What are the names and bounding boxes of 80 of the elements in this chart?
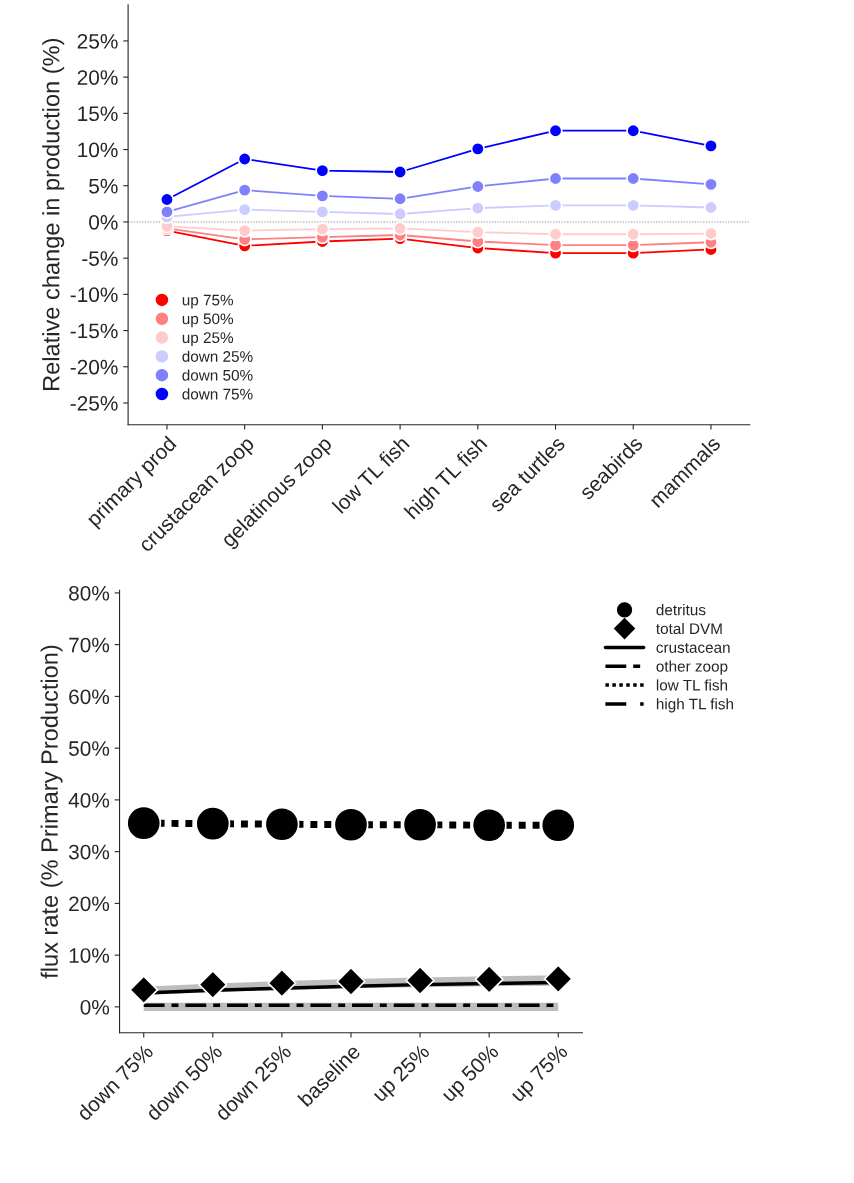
y-tick-label: 10% — [69, 948, 110, 963]
legend-label: high TL fish — [656, 698, 733, 713]
y-tick-label: 15% — [78, 106, 118, 122]
point — [129, 975, 159, 1005]
point — [237, 202, 252, 217]
point — [548, 227, 563, 242]
legend-label: detritus — [656, 604, 706, 616]
y-tick-label: 30% — [68, 844, 110, 860]
y-tick-label: 40% — [68, 792, 110, 808]
point — [703, 226, 719, 241]
x-tick-label: up 50% — [440, 1043, 503, 1106]
point — [703, 200, 719, 215]
point — [626, 227, 641, 242]
point — [264, 806, 300, 842]
point — [315, 188, 330, 203]
legend-label: down 75% — [182, 388, 253, 400]
x-tick-label: up 75% — [509, 1043, 572, 1106]
point — [626, 198, 641, 213]
legend-label: down 25% — [182, 350, 253, 362]
point — [126, 805, 162, 841]
point — [195, 806, 231, 842]
y-tick-label: 5% — [89, 178, 118, 194]
point — [393, 164, 408, 180]
legend-label: crustacean — [656, 642, 730, 653]
point — [315, 163, 330, 178]
y-tick-label: 50% — [68, 741, 110, 756]
point — [540, 807, 576, 843]
point — [405, 965, 435, 996]
point — [543, 964, 573, 994]
point — [333, 807, 369, 843]
point — [470, 201, 485, 216]
y-tick-label: 20% — [69, 896, 110, 912]
point — [626, 171, 641, 186]
point — [470, 179, 485, 194]
point — [393, 221, 408, 236]
y-tick-label: 25% — [77, 33, 118, 49]
y-tick-label: 0% — [89, 214, 118, 230]
point — [471, 807, 507, 843]
y-tick-label: 0% — [80, 999, 110, 1015]
legend-label: up 75% — [182, 294, 234, 309]
y-tick-label: -15% — [70, 323, 118, 339]
y-tick-label: 20% — [77, 70, 118, 85]
point — [402, 807, 438, 843]
point — [315, 204, 330, 219]
y-tick-label: -5% — [82, 251, 118, 266]
y-tick-label: -20% — [70, 359, 118, 375]
y-tick-label: 60% — [69, 689, 110, 705]
legend-label: down 50% — [182, 369, 253, 381]
y-tick-label: -10% — [70, 287, 118, 303]
legend-label: other zoop — [656, 660, 728, 675]
point — [548, 198, 563, 213]
y-tick-label: 80% — [69, 585, 110, 601]
point — [703, 138, 719, 154]
legend-label: total DVM — [656, 622, 722, 635]
y-tick-label: -25% — [70, 395, 118, 411]
legend-label: low TL fish — [656, 679, 728, 691]
point — [237, 151, 252, 167]
y-axis-title: Relative change in production (%) — [42, 38, 65, 390]
point — [336, 966, 366, 997]
legend-label: up 25% — [182, 332, 234, 347]
y-tick-label: 70% — [69, 637, 110, 653]
point — [237, 223, 252, 238]
point — [626, 123, 641, 138]
point — [159, 204, 175, 219]
point — [267, 968, 297, 998]
point — [548, 123, 563, 138]
point — [703, 177, 719, 192]
point — [393, 206, 408, 222]
point — [393, 191, 408, 206]
point — [237, 183, 252, 198]
y-tick-label: 10% — [78, 142, 118, 158]
point — [548, 171, 563, 186]
point — [470, 141, 485, 156]
point — [315, 222, 330, 237]
y-axis-title: flux rate (% Primary Production) — [40, 645, 63, 979]
legend-label: up 50% — [182, 313, 234, 328]
point — [159, 192, 175, 207]
point — [474, 964, 504, 995]
point — [470, 225, 485, 240]
point — [198, 970, 228, 1000]
